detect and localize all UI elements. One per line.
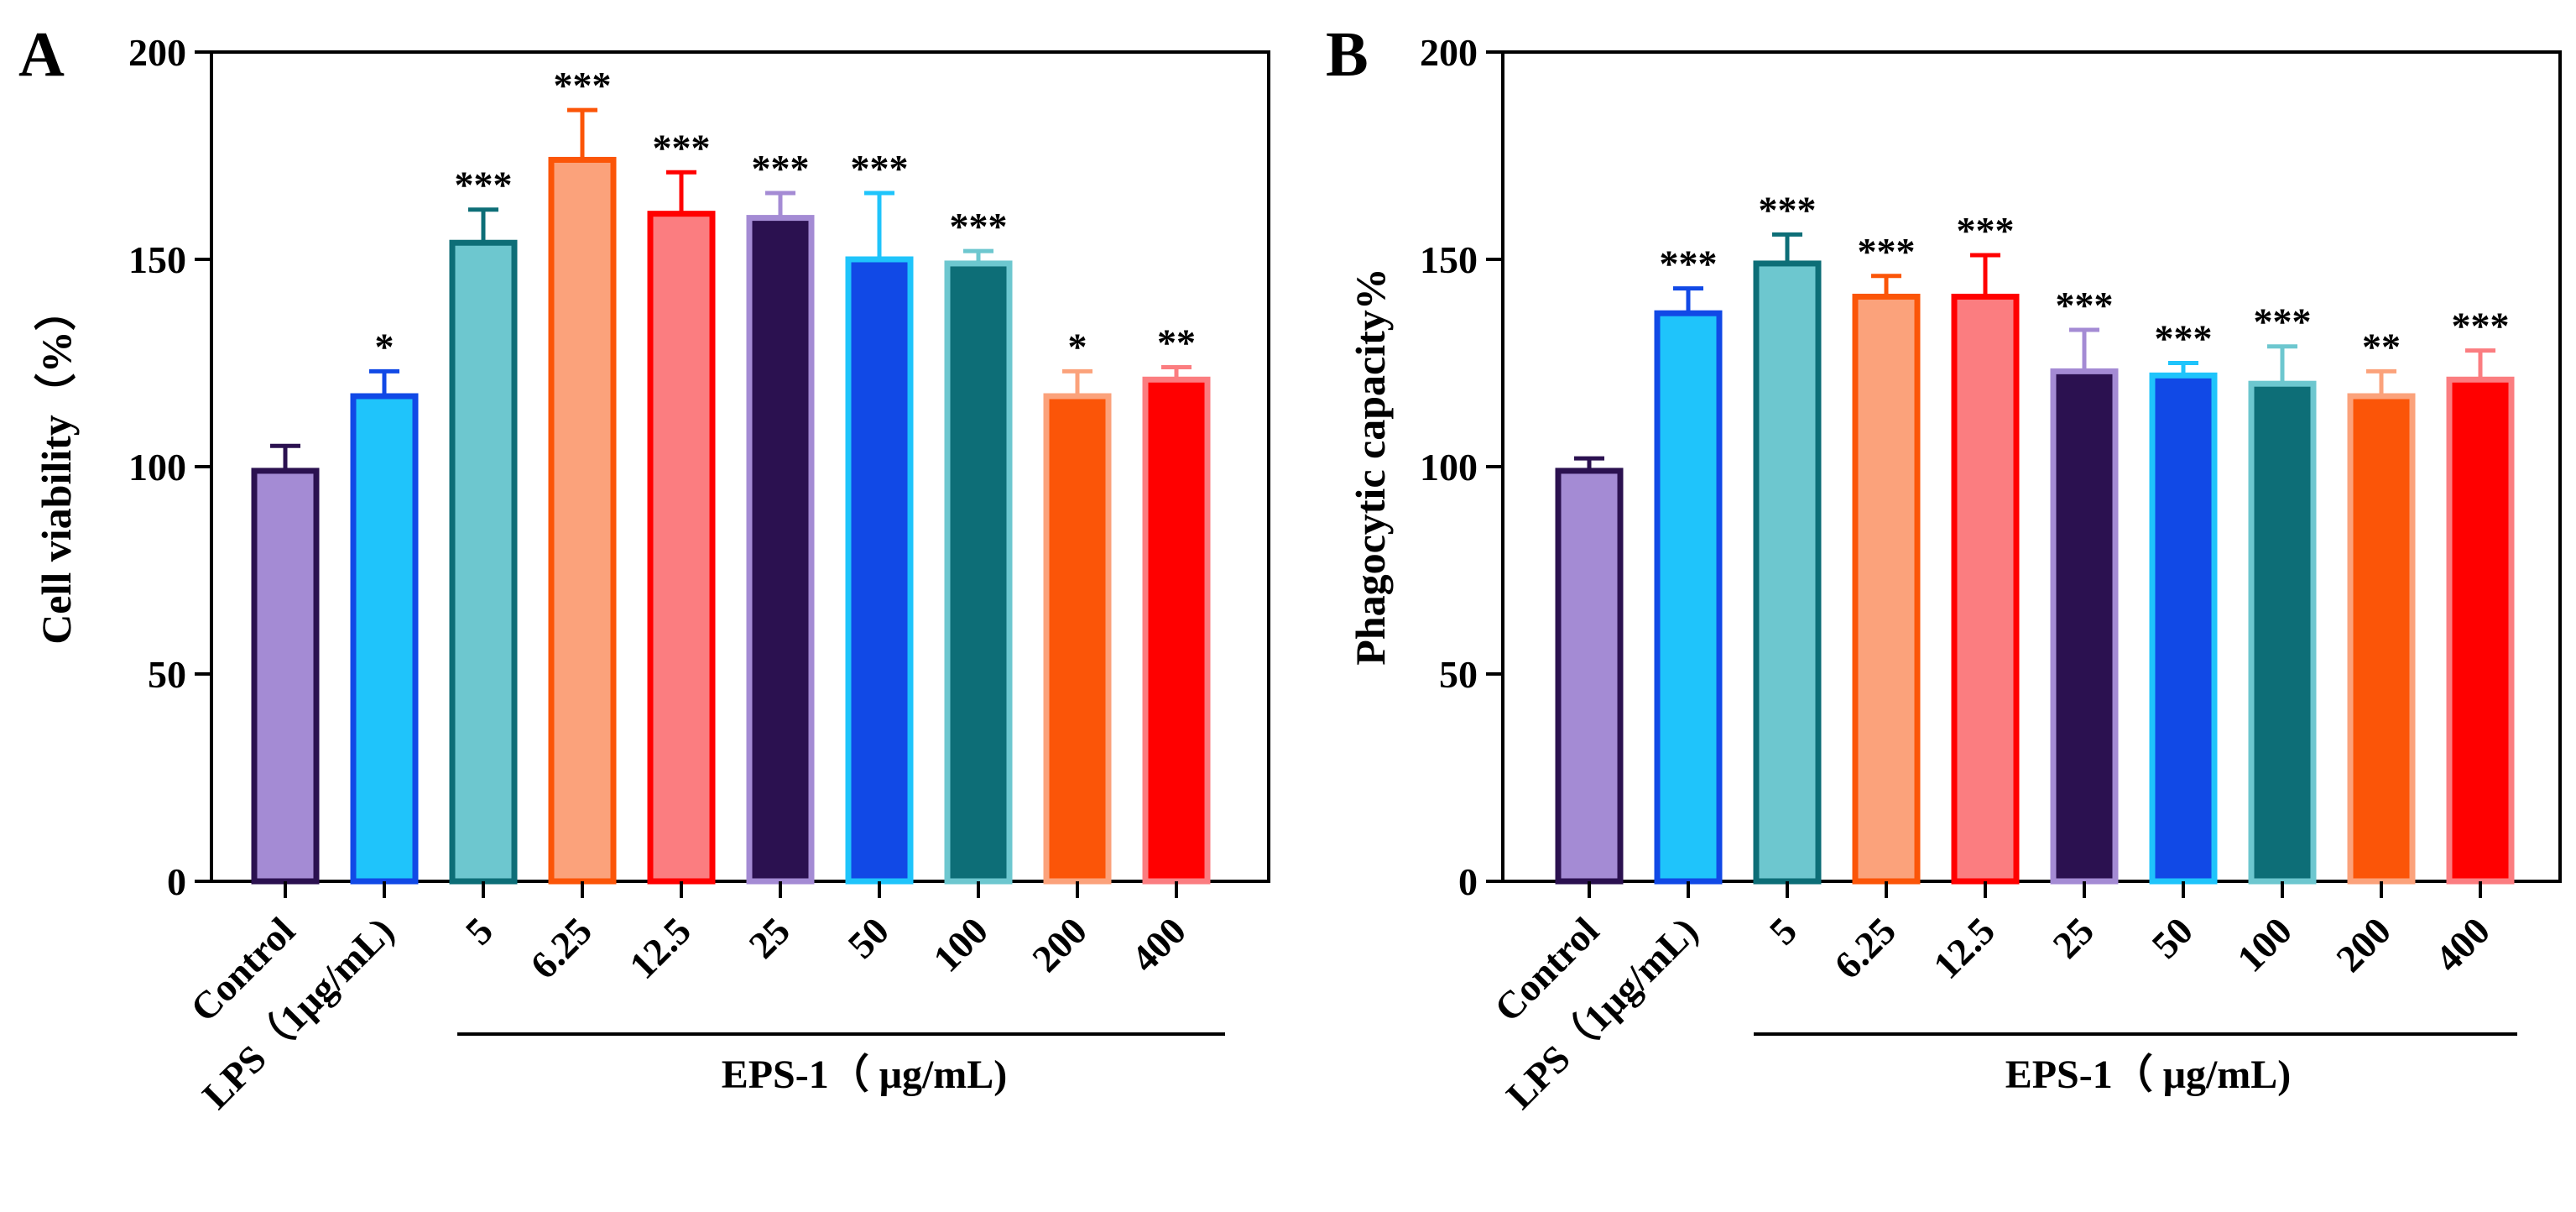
y-tick-label: 100 (128, 446, 186, 488)
bar (2446, 376, 2515, 885)
y-axis-title: Phagocytic capacity% (1347, 268, 1394, 666)
panel-letter: B (1326, 19, 1369, 90)
category-label: 6.25 (1826, 909, 1904, 987)
y-tick-label: 0 (1458, 860, 1478, 903)
y-tick-label: 100 (1420, 446, 1478, 488)
category-label: 100 (925, 909, 996, 980)
bar (1852, 293, 1921, 885)
significance-label: *** (2452, 305, 2510, 347)
y-tick-label: 50 (148, 653, 186, 696)
y-tick-label: 50 (1439, 653, 1478, 696)
bar (1043, 393, 1112, 885)
category-label: 50 (2143, 909, 2201, 967)
group-label: EPS-1（ μg/mL) (722, 1053, 1008, 1097)
significance-label: ** (2362, 325, 2401, 368)
panel-letter: A (18, 19, 65, 90)
category-label: 100 (2229, 909, 2300, 980)
significance-label: ** (1157, 321, 1196, 363)
bar (1951, 293, 2020, 885)
bar (1654, 310, 1723, 885)
category-label: 12.5 (1925, 909, 2003, 987)
significance-label: *** (950, 205, 1008, 248)
group-label: EPS-1（ μg/mL) (2005, 1053, 2292, 1097)
bar (449, 239, 518, 885)
significance-label: *** (2056, 284, 2114, 327)
significance-label: *** (2254, 300, 2312, 343)
significance-label: *** (653, 126, 711, 169)
bar (944, 260, 1013, 885)
bar (2347, 393, 2416, 885)
significance-label: *** (851, 147, 909, 190)
significance-label: *** (1660, 243, 1718, 285)
significance-label: *** (2155, 317, 2213, 360)
bar (1142, 376, 1211, 885)
category-label: 6.25 (522, 909, 600, 987)
category-label: 25 (2044, 909, 2102, 967)
significance-label: * (1068, 325, 1087, 368)
bar (647, 211, 716, 885)
category-label: 200 (2328, 909, 2399, 980)
bar (350, 393, 419, 885)
category-label: 25 (740, 909, 798, 967)
significance-label: *** (752, 147, 810, 190)
bar (746, 215, 815, 885)
y-tick-label: 150 (128, 238, 186, 281)
category-label: 12.5 (621, 909, 699, 987)
category-label: 5 (457, 909, 501, 953)
category-label: 200 (1024, 909, 1095, 980)
category-label: 5 (1761, 909, 1805, 953)
bar (1753, 260, 1822, 885)
y-tick-label: 200 (1420, 31, 1478, 74)
significance-label: *** (554, 64, 612, 107)
bar (2050, 368, 2119, 885)
category-label: 400 (1123, 909, 1194, 980)
y-tick-label: 0 (167, 860, 186, 903)
significance-label: *** (1957, 209, 2015, 252)
y-axis-title: Cell viability（%） (33, 289, 80, 645)
significance-label: *** (455, 164, 513, 206)
significance-label: *** (1759, 188, 1817, 231)
bar (2149, 372, 2218, 885)
y-tick-label: 200 (128, 31, 186, 74)
category-label: 50 (839, 909, 897, 967)
bar (2248, 380, 2317, 885)
significance-label: * (375, 325, 394, 368)
bar (1555, 468, 1624, 885)
y-tick-label: 150 (1420, 238, 1478, 281)
bar (251, 468, 320, 885)
significance-label: *** (1858, 230, 1916, 273)
bar (548, 156, 617, 885)
category-label: 400 (2427, 909, 2498, 980)
bar (845, 256, 914, 885)
